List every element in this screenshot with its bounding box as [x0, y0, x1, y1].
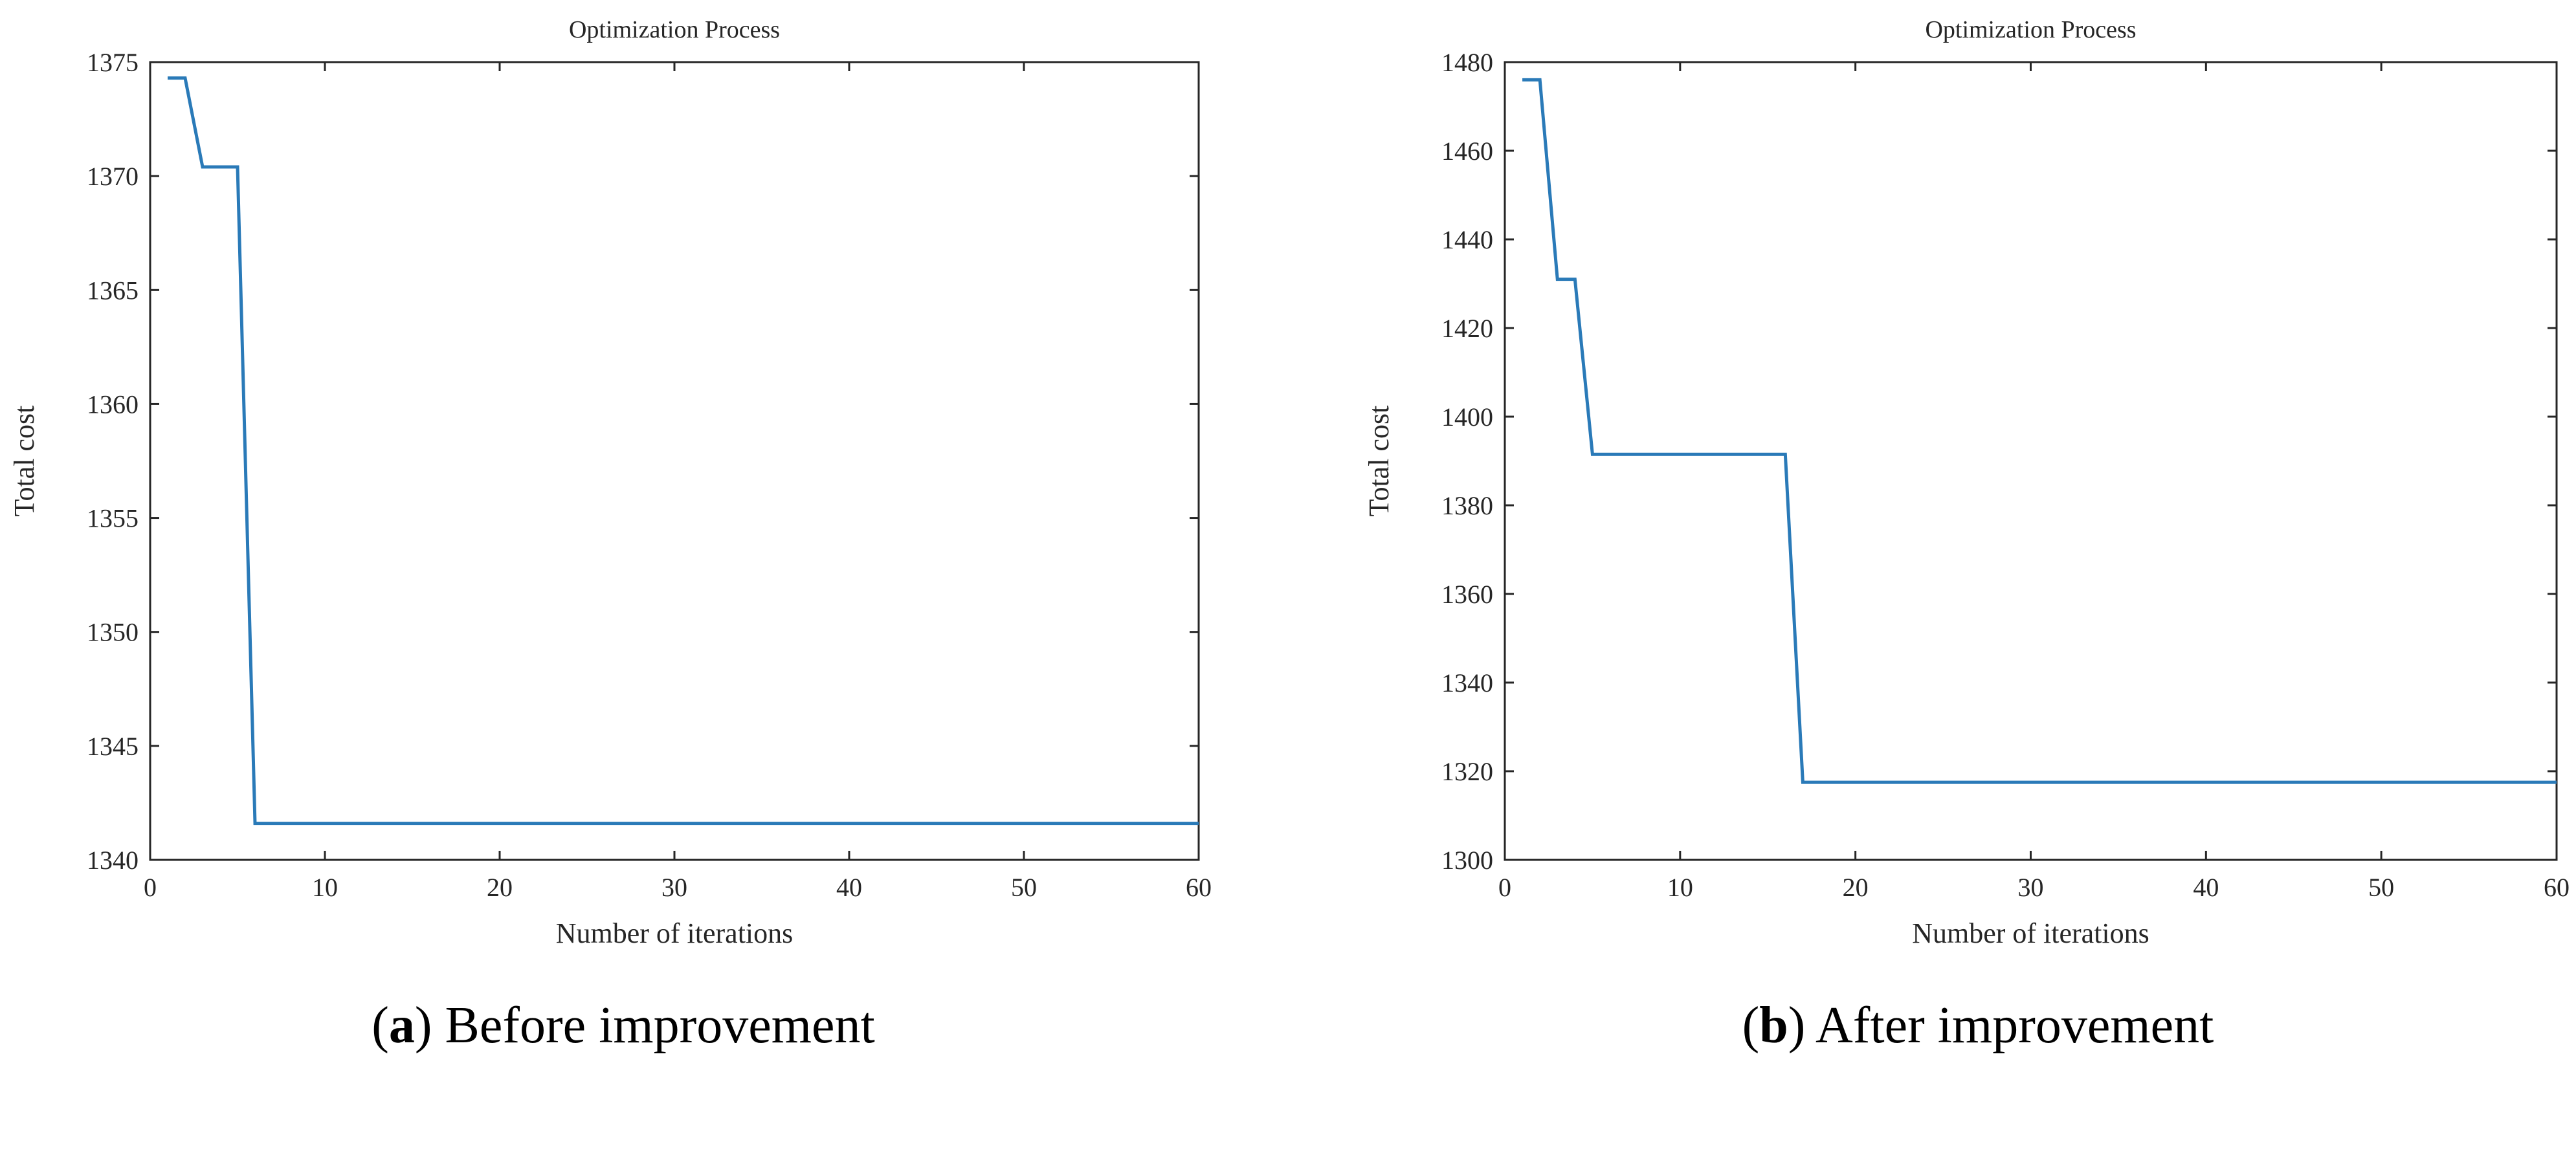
y-tick-label: 1375 — [87, 48, 139, 77]
y-tick-label: 1350 — [87, 618, 139, 647]
x-tick-label: 20 — [487, 873, 513, 902]
x-tick-label: 50 — [1011, 873, 1037, 902]
y-tick-label: 1360 — [1441, 580, 1493, 609]
chart-title: Optimization Process — [569, 16, 780, 43]
chart-title: Optimization Process — [1925, 16, 2136, 43]
caption-b-letter: b — [1759, 997, 1788, 1054]
x-tick-label: 40 — [836, 873, 862, 902]
caption-b: (b) After improvement — [1742, 997, 2214, 1054]
y-tick-label: 1370 — [87, 162, 139, 191]
caption-a-text: Before improvement — [445, 997, 875, 1054]
x-tick-label: 40 — [2193, 873, 2219, 902]
caption-a: (a) Before improvement — [372, 997, 875, 1054]
y-tick-label: 1340 — [87, 846, 139, 875]
x-tick-label: 60 — [1186, 873, 1212, 902]
y-tick-label: 1365 — [87, 276, 139, 305]
chart-a: 0 10 20 30 40 50 60 1340 1345 1350 1355 1360 1365 137… — [8, 16, 1212, 949]
x-tick-label: 50 — [2368, 873, 2394, 902]
x-tick-label: 10 — [1667, 873, 1693, 902]
series-line — [1522, 78, 2557, 784]
x-tick-label: 60 — [2544, 873, 2570, 902]
x-tick-label: 30 — [661, 873, 687, 902]
y-tick-label: 1480 — [1441, 48, 1493, 77]
y-tick-label: 1420 — [1441, 314, 1493, 343]
x-tick-label: 30 — [2018, 873, 2044, 902]
x-tick-label: 20 — [1843, 873, 1869, 902]
y-tick-label: 1300 — [1441, 846, 1493, 875]
plot-frame — [149, 61, 1200, 861]
y-tick-label: 1400 — [1441, 402, 1493, 432]
y-tick-label: 1440 — [1441, 225, 1493, 254]
y-tick-label: 1320 — [1441, 757, 1493, 786]
x-tick-label: 10 — [312, 873, 338, 902]
y-axis-title: Total cost — [1363, 406, 1395, 517]
y-tick-label: 1355 — [87, 504, 139, 533]
caption-b-text: After improvement — [1815, 997, 2214, 1054]
series-line — [168, 76, 1199, 826]
y-tick-label: 1380 — [1441, 491, 1493, 520]
caption-a-letter: a — [388, 997, 415, 1054]
x-axis-title: Number of iterations — [556, 917, 794, 949]
plot-frame — [1504, 61, 2558, 861]
chart-b: 0 10 20 30 40 50 60 1300 1320 1340 1360 1380 1400 142… — [1363, 16, 2570, 949]
y-tick-label: 1360 — [87, 389, 139, 419]
x-tick-label: 0 — [144, 873, 157, 902]
y-tick-label: 1460 — [1441, 137, 1493, 166]
y-tick-label: 1345 — [87, 732, 139, 761]
y-axis-title: Total cost — [8, 406, 40, 517]
y-tick-label: 1340 — [1441, 668, 1493, 697]
x-tick-label: 0 — [1498, 873, 1511, 902]
x-axis-title: Number of iterations — [1912, 917, 2149, 949]
